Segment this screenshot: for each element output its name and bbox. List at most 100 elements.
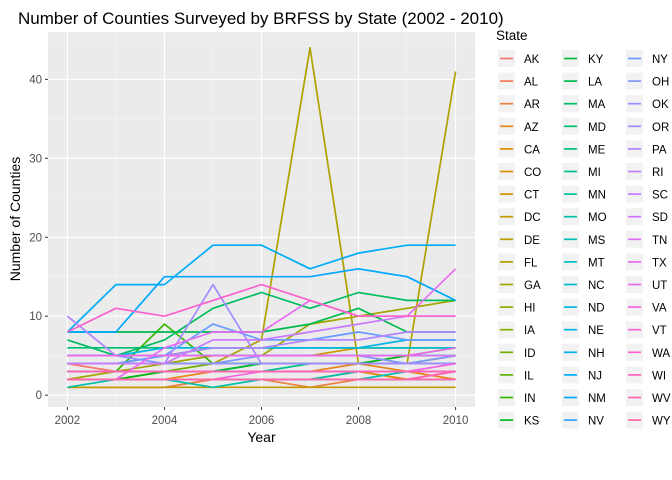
legend-item-pa: PA: [626, 140, 667, 158]
x-tick-label: 2008: [346, 415, 372, 427]
legend-label: IN: [524, 393, 536, 405]
x-axis-ticks: 2002 2004 2006 2008 2010: [55, 407, 468, 427]
legend-label: AK: [524, 54, 540, 66]
series-line-nj: [66, 244, 456, 333]
legend-label: RI: [652, 167, 664, 179]
legend-item-va: VA: [626, 298, 667, 316]
legend-label: MD: [588, 122, 606, 134]
legend-item-ma: MA: [562, 95, 606, 113]
legend-item-nm: NM: [562, 389, 606, 406]
legend-label: CT: [524, 190, 539, 202]
legend-item-me: ME: [562, 140, 606, 158]
legend-label: VT: [652, 325, 667, 337]
legend-item-oh: OH: [626, 72, 669, 90]
legend-label: VA: [652, 303, 667, 315]
legend-item-wy: WY: [626, 411, 671, 429]
legend-label: MI: [588, 167, 601, 179]
legend-label: WI: [652, 370, 666, 382]
legend-label: DC: [524, 212, 541, 224]
legend-item-md: MD: [562, 117, 606, 135]
legend-item-sc: SC: [626, 185, 668, 203]
y-tick-label: 10: [29, 311, 42, 323]
legend-item-dc: DC: [498, 208, 541, 226]
legend-label: IL: [524, 370, 534, 382]
legend-label: UT: [652, 280, 667, 292]
legend-item-nc: NC: [562, 276, 605, 293]
legend-label: WA: [652, 348, 670, 360]
series-line-sc: [67, 315, 456, 365]
legend-label: GA: [524, 280, 541, 292]
legend-label: AL: [524, 77, 539, 89]
y-tick-label: 20: [29, 232, 42, 244]
y-tick-label: 40: [29, 74, 42, 86]
legend: AK AL AR AZ CA CO CT DC DE FL GA HI IA ID IL IN KS KY LA MA…: [498, 50, 671, 429]
legend-item-nh: NH: [562, 343, 605, 361]
legend-label: WV: [652, 393, 671, 405]
y-tick-label: 30: [29, 153, 42, 165]
legend-item-ut: UT: [626, 276, 667, 293]
legend-item-nd: ND: [562, 298, 605, 316]
legend-label: ID: [524, 348, 536, 360]
legend-label: MT: [588, 257, 605, 269]
series-line-ma: [67, 291, 456, 357]
legend-item-al: AL: [498, 72, 539, 90]
legend-label: IA: [524, 325, 535, 337]
legend-label: OH: [652, 77, 669, 89]
legend-label: NY: [652, 54, 668, 66]
legend-item-mt: MT: [562, 253, 605, 271]
legend-item-de: DE: [498, 230, 540, 248]
legend-label: DE: [524, 235, 540, 247]
y-tick-label: 0: [36, 390, 42, 402]
legend-item-ne: NE: [562, 321, 604, 339]
legend-item-ar: AR: [498, 95, 540, 113]
grid-lines: [48, 32, 475, 407]
legend-label: AR: [524, 99, 540, 111]
legend-item-la: LA: [562, 72, 602, 90]
legend-item-ri: RI: [626, 163, 664, 180]
legend-label: ME: [588, 144, 606, 156]
x-tick-label: 2002: [55, 415, 81, 427]
y-axis-ticks: 0 10 20 30 40: [29, 74, 48, 402]
legend-label: FL: [524, 257, 538, 269]
legend-label: KS: [524, 416, 540, 428]
legend-label: TN: [652, 235, 667, 247]
legend-label: OK: [652, 99, 669, 111]
legend-label: MA: [588, 99, 606, 111]
legend-label: NM: [588, 393, 606, 405]
legend-item-ak: AK: [498, 50, 540, 67]
x-tick-label: 2006: [249, 415, 275, 427]
legend-item-mi: MI: [562, 163, 601, 180]
legend-label: CO: [524, 167, 541, 179]
legend-item-il: IL: [498, 366, 534, 384]
legend-label: MS: [588, 235, 606, 247]
legend-item-mn: MN: [562, 185, 606, 203]
legend-label: NC: [588, 280, 605, 292]
legend-item-tx: TX: [626, 253, 667, 271]
legend-item-fl: FL: [498, 253, 538, 271]
legend-label: CA: [524, 144, 540, 156]
legend-item-ga: GA: [498, 276, 541, 293]
y-axis-title: Number of Counties: [7, 157, 23, 282]
series-line-wa: [67, 283, 456, 333]
legend-label: HI: [524, 303, 536, 315]
legend-item-wa: WA: [626, 343, 670, 361]
legend-item-wi: WI: [626, 366, 666, 384]
legend-item-vt: VT: [626, 321, 667, 339]
legend-label: ND: [588, 303, 605, 315]
series-line-nm: [67, 267, 456, 333]
legend-item-id: ID: [498, 343, 536, 361]
legend-item-or: OR: [626, 117, 669, 135]
legend-item-mo: MO: [562, 208, 607, 226]
legend-item-sd: SD: [626, 208, 668, 226]
legend-label: OR: [652, 122, 669, 134]
legend-item-ca: CA: [498, 140, 540, 158]
legend-label: NE: [588, 325, 604, 337]
legend-label: AZ: [524, 122, 539, 134]
legend-label: MN: [588, 190, 606, 202]
legend-item-co: CO: [498, 163, 541, 180]
legend-label: NJ: [588, 370, 602, 382]
x-tick-label: 2004: [152, 415, 178, 427]
legend-item-in: IN: [498, 389, 536, 406]
legend-label: SC: [652, 190, 668, 202]
